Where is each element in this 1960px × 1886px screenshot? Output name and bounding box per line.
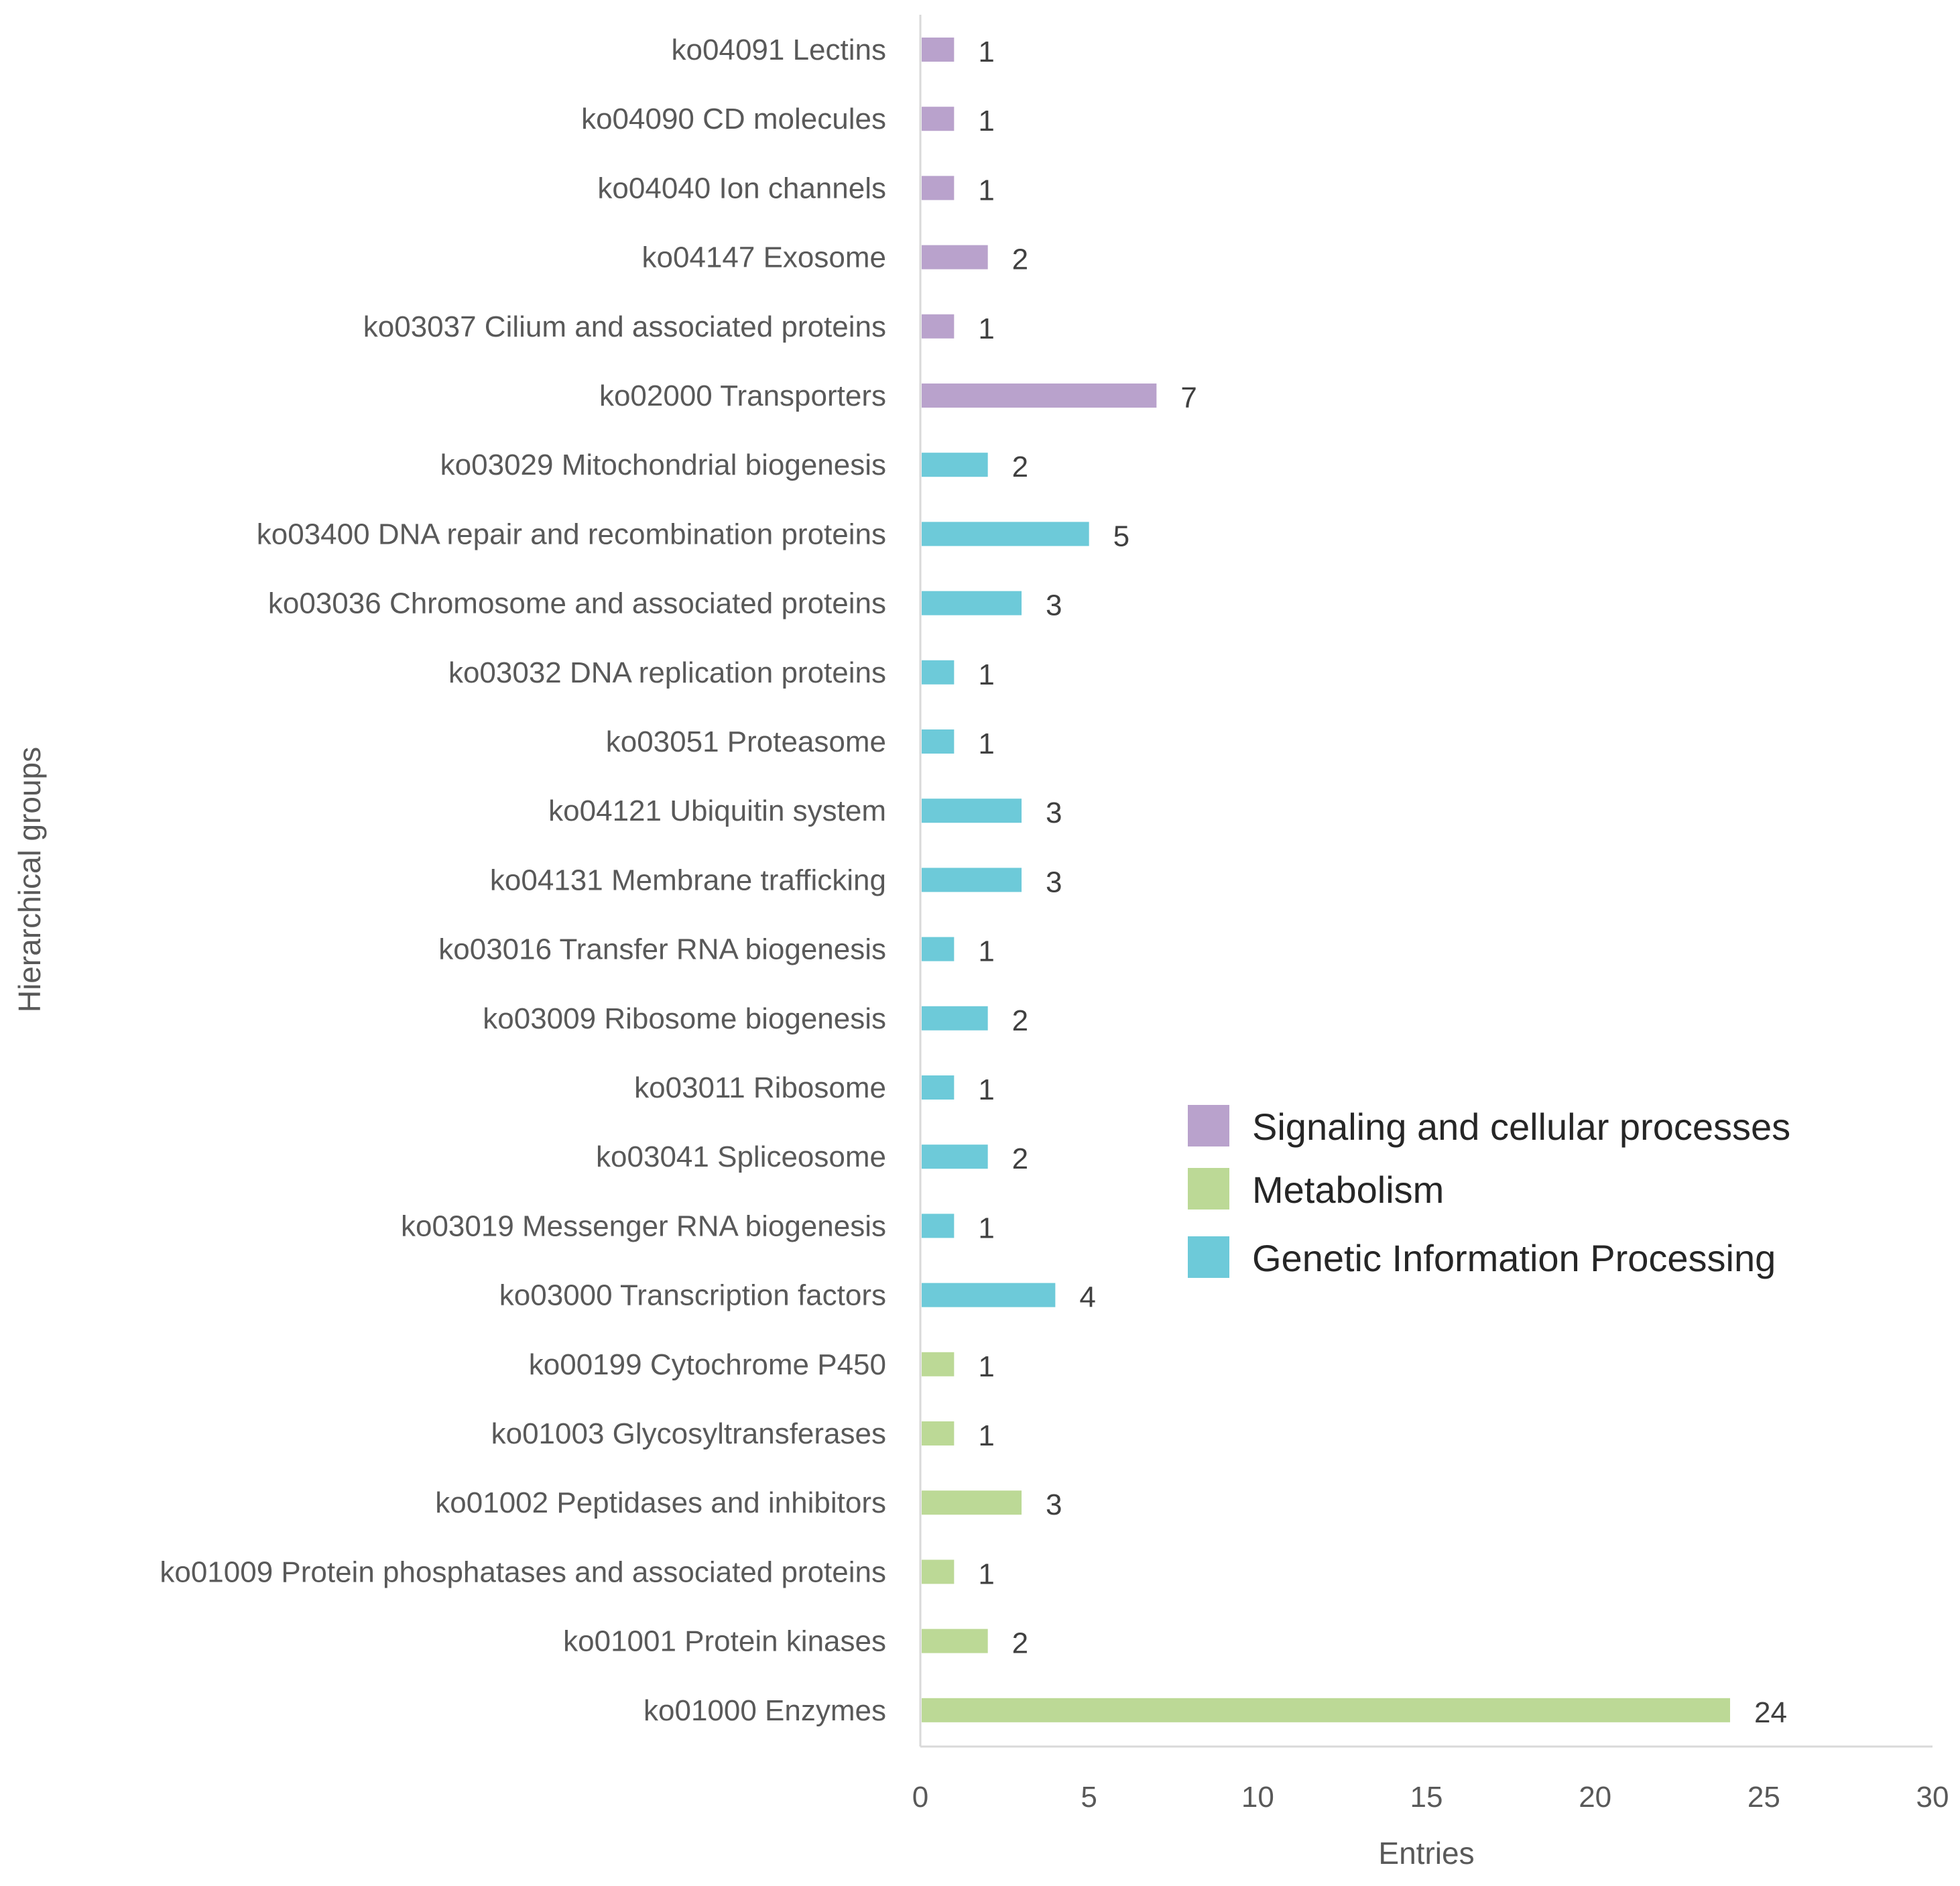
data-label: 1 (978, 174, 994, 207)
bar-ko01000 (922, 1698, 1730, 1722)
data-label: 1 (978, 1073, 994, 1106)
x-tick-label: 30 (1916, 1781, 1949, 1814)
category-label: ko03009 Ribosome biogenesis (483, 1002, 886, 1035)
category-label: ko04090 CD molecules (581, 103, 886, 135)
bar-ko03032 (922, 660, 955, 685)
bar-ko04147 (922, 245, 988, 270)
bar-ko01001 (922, 1629, 988, 1653)
category-label: ko04121 Ubiquitin system (548, 794, 886, 827)
category-label: ko03051 Proteasome (606, 725, 886, 758)
x-tick-label: 15 (1410, 1781, 1443, 1814)
category-label: ko03032 DNA replication proteins (448, 656, 886, 689)
x-tick-label: 10 (1241, 1781, 1274, 1814)
bars-group (922, 38, 1730, 1722)
bar-ko03016 (922, 937, 955, 961)
bar-ko00199 (922, 1352, 955, 1376)
data-label: 1 (978, 312, 994, 345)
bar-ko03041 (922, 1144, 988, 1169)
data-label: 3 (1046, 797, 1062, 829)
bar-ko03029 (922, 453, 988, 477)
bar-ko03051 (922, 729, 955, 754)
category-label: ko01009 Protein phosphatases and associa… (160, 1555, 886, 1588)
legend: Signaling and cellular processes Metaboli… (1188, 1105, 1790, 1279)
data-label: 1 (978, 1419, 994, 1452)
labels-group: ko04091 Lectins 1 ko04090 CD molecules 1 ko0… (160, 34, 1787, 1729)
y-axis-title: Hierarchical groups (12, 747, 47, 1012)
data-label: 24 (1754, 1696, 1787, 1729)
data-label: 2 (1012, 243, 1028, 276)
data-label: 2 (1012, 1004, 1028, 1037)
x-tick-label: 0 (912, 1781, 928, 1814)
bar-ko03037 (922, 314, 955, 339)
data-label: 1 (978, 935, 994, 968)
data-label: 1 (978, 105, 994, 137)
bar-ko02000 (922, 384, 1157, 408)
bar-ko04131 (922, 868, 1022, 892)
category-label: ko00199 Cytochrome P450 (529, 1348, 886, 1381)
data-label: 1 (978, 1557, 994, 1590)
data-label: 7 (1180, 381, 1197, 414)
legend-label: Genetic Information Processing (1252, 1237, 1776, 1279)
category-label: ko04147 Exosome (642, 241, 886, 274)
data-label: 1 (978, 36, 994, 68)
x-tick-label: 5 (1081, 1781, 1097, 1814)
category-label: ko01003 Glycosyltransferases (491, 1417, 886, 1450)
legend-swatch-metabolism (1188, 1168, 1229, 1210)
category-label: ko03029 Mitochondrial biogenesis (440, 449, 886, 481)
bar-ko04121 (922, 799, 1022, 823)
x-tick-label: 25 (1748, 1781, 1780, 1814)
legend-swatch-signaling-and-cellular-processes (1188, 1105, 1229, 1146)
axes-group: 0 5 10 15 20 25 30 (912, 15, 1949, 1814)
bar-ko03019 (922, 1214, 955, 1238)
category-label: ko03019 Messenger RNA biogenesis (401, 1210, 886, 1242)
category-label: ko02000 Transporters (599, 379, 886, 412)
x-axis-title: Entries (1378, 1836, 1474, 1871)
category-label: ko01001 Protein kinases (563, 1625, 886, 1658)
category-label: ko03000 Transcription factors (499, 1279, 886, 1312)
bar-ko03036 (922, 591, 1022, 615)
bar-ko03000 (922, 1283, 1056, 1307)
legend-swatch-genetic-information-processing (1188, 1236, 1229, 1278)
category-label: ko03037 Cilium and associated proteins (363, 310, 886, 343)
data-label: 3 (1046, 866, 1062, 898)
data-label: 3 (1046, 1488, 1062, 1521)
category-label: ko03016 Transfer RNA biogenesis (438, 933, 886, 966)
legend-label: Signaling and cellular processes (1252, 1106, 1790, 1148)
data-label: 2 (1012, 1142, 1028, 1175)
data-label: 1 (978, 1350, 994, 1383)
category-label: ko03011 Ribosome (634, 1071, 886, 1104)
bar-ko04091 (922, 38, 955, 62)
data-label: 4 (1079, 1281, 1095, 1314)
data-label: 3 (1046, 589, 1062, 622)
data-label: 1 (978, 1212, 994, 1244)
category-label: ko03041 Spliceosome (596, 1140, 886, 1173)
data-label: 2 (1012, 1627, 1028, 1660)
category-label: ko04131 Membrane trafficking (490, 864, 886, 896)
category-label: ko01000 Enzymes (644, 1694, 886, 1727)
bar-ko03011 (922, 1075, 955, 1100)
bar-ko03400 (922, 522, 1089, 546)
category-label: ko03036 Chromosome and associated protei… (268, 587, 886, 620)
x-tick-label: 20 (1579, 1781, 1611, 1814)
bar-ko03009 (922, 1006, 988, 1030)
category-label: ko04040 Ion channels (597, 172, 886, 204)
bar-ko04090 (922, 107, 955, 131)
bar-ko01003 (922, 1421, 955, 1446)
bar-ko04040 (922, 176, 955, 200)
data-label: 1 (978, 727, 994, 760)
category-label: ko01002 Peptidases and inhibitors (435, 1486, 886, 1519)
bar-ko01002 (922, 1490, 1022, 1515)
data-label: 1 (978, 658, 994, 691)
bar-ko01009 (922, 1559, 955, 1584)
category-label: ko03400 DNA repair and recombination pro… (257, 518, 886, 550)
category-label: ko04091 Lectins (672, 34, 886, 66)
legend-label: Metabolism (1252, 1169, 1444, 1211)
data-label: 2 (1012, 451, 1028, 483)
data-label: 5 (1113, 520, 1129, 552)
